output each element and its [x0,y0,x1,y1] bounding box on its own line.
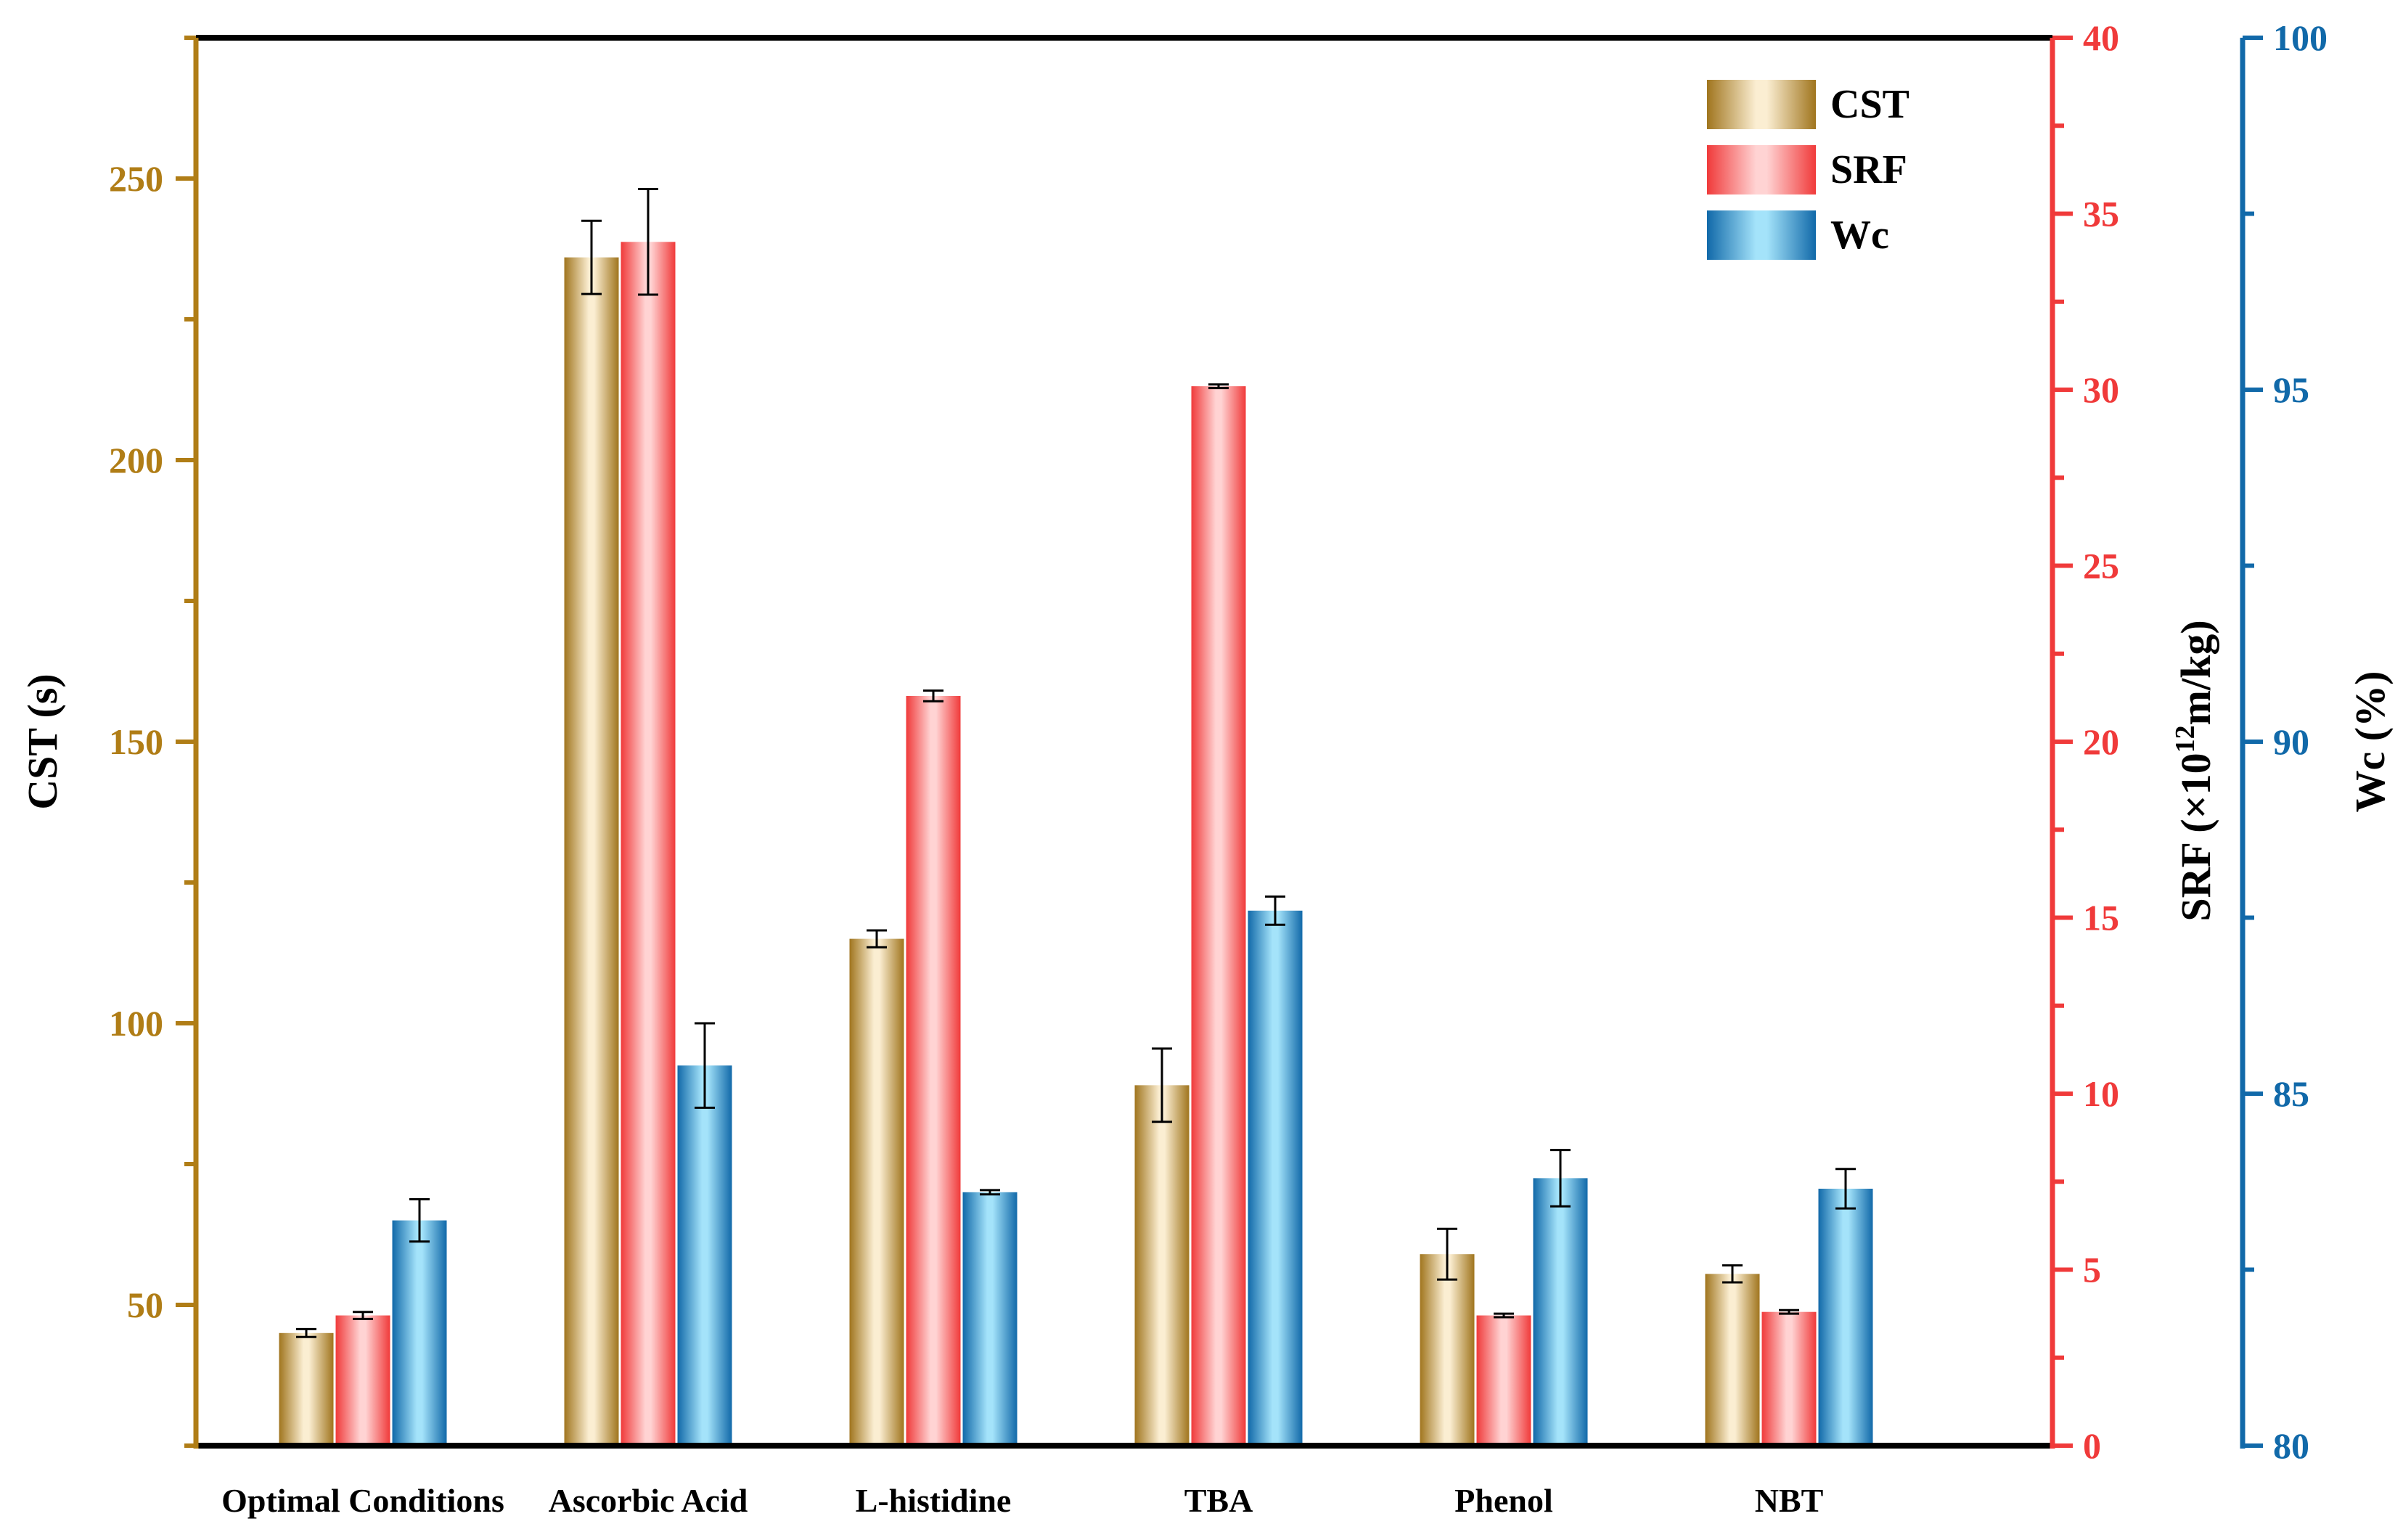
wc-tick-label-95: 95 [2273,369,2309,410]
error-bar-cst-tba [1152,1047,1172,1123]
error-bar-cst-nbt [1722,1264,1743,1284]
bar-srf-tba [1191,386,1246,1446]
error-bar-wc-tba [1265,895,1285,926]
bar-wc-tba [1248,910,1303,1446]
srf-tick-label-30: 30 [2083,369,2119,410]
bar-cst-l-histidine [849,938,904,1446]
srf-tick-label-5: 5 [2083,1250,2101,1290]
legend-swatch-cst [1707,80,1816,129]
bar-cst-nbt [1705,1274,1760,1446]
srf-tick-label-35: 35 [2083,194,2119,234]
left-tick-label-50: 50 [127,1285,163,1325]
left-tick-label-200: 200 [109,440,163,480]
error-bar-wc-nbt [1835,1168,1856,1210]
x-tick-label-ascorbic-acid: Ascorbic Acid [549,1482,748,1519]
left-tick-label-250: 250 [109,158,163,199]
error-bar-srf-optimal-conditions [353,1311,373,1320]
bar-srf-ascorbic-acid [621,242,676,1446]
x-tick-label-l-histidine: L-histidine [856,1482,1012,1519]
error-bar-cst-optimal-conditions [296,1327,316,1338]
bar-wc-l-histidine [962,1192,1018,1446]
x-tick-label-phenol: Phenol [1454,1482,1552,1519]
error-bar-wc-l-histidine [980,1189,1000,1196]
srf-tick-label-40: 40 [2083,17,2119,58]
bar-wc-ascorbic-acid [677,1065,732,1446]
legend-label-cst: CST [1830,82,1909,127]
bar-srf-l-histidine [906,695,961,1446]
srf-axis-title: SRF (×1012m/kg) [2170,620,2219,921]
legend: CST SRF Wc [1707,80,1909,260]
bar-srf-phenol [1476,1315,1531,1446]
bar-wc-phenol [1533,1178,1588,1446]
x-tick-label-nbt: NBT [1755,1482,1824,1519]
error-bar-srf-l-histidine [923,689,943,703]
error-bar-wc-optimal-conditions [409,1198,430,1243]
wc-tick-label-85: 85 [2273,1073,2309,1114]
bars-layer [279,242,1873,1446]
bar-wc-nbt [1818,1188,1873,1446]
srf-tick-label-0: 0 [2083,1425,2101,1466]
bar-srf-nbt [1761,1311,1817,1446]
error-bar-srf-tba [1208,383,1229,390]
error-bar-cst-ascorbic-acid [581,219,602,295]
error-bar-srf-nbt [1779,1308,1799,1315]
x-tick-label-optimal-conditions: Optimal Conditions [221,1482,504,1519]
wc-axis-title: Wc (%) [2346,671,2394,813]
x-tick-label-tba: TBA [1184,1482,1253,1519]
srf-tick-label-25: 25 [2083,546,2119,586]
srf-tick-label-20: 20 [2083,721,2119,762]
left-axis-title: CST (s) [19,673,66,809]
bar-cst-ascorbic-acid [564,257,619,1446]
legend-label-wc: Wc [1830,213,1889,258]
legend-swatch-wc [1707,210,1816,260]
error-bar-srf-phenol [1494,1312,1514,1319]
bar-cst-tba [1134,1085,1190,1446]
legend-label-srf: SRF [1830,147,1907,192]
plot-frame [196,35,2052,1449]
error-bar-wc-ascorbic-acid [695,1022,715,1109]
left-tick-label-150: 150 [109,721,163,762]
error-bar-cst-phenol [1437,1227,1457,1281]
srf-tick-label-10: 10 [2083,1073,2119,1114]
error-bar-wc-phenol [1550,1149,1571,1208]
left-tick-label-100: 100 [109,1003,163,1044]
bar-cst-phenol [1420,1254,1475,1446]
error-bar-cst-l-histidine [867,929,887,949]
wc-tick-label-80: 80 [2273,1425,2309,1466]
wc-tick-label-100: 100 [2273,17,2328,58]
error-bars-layer [296,188,1856,1338]
bar-cst-optimal-conditions [279,1332,334,1446]
bar-srf-optimal-conditions [335,1315,390,1446]
axes-layer: Optimal Conditions Ascorbic Acid L-histidi… [19,17,2394,1519]
bar-wc-optimal-conditions [392,1220,447,1446]
legend-swatch-srf [1707,145,1816,194]
srf-tick-label-15: 15 [2083,898,2119,938]
error-bar-srf-ascorbic-acid [638,188,658,296]
wc-tick-label-90: 90 [2273,721,2309,762]
